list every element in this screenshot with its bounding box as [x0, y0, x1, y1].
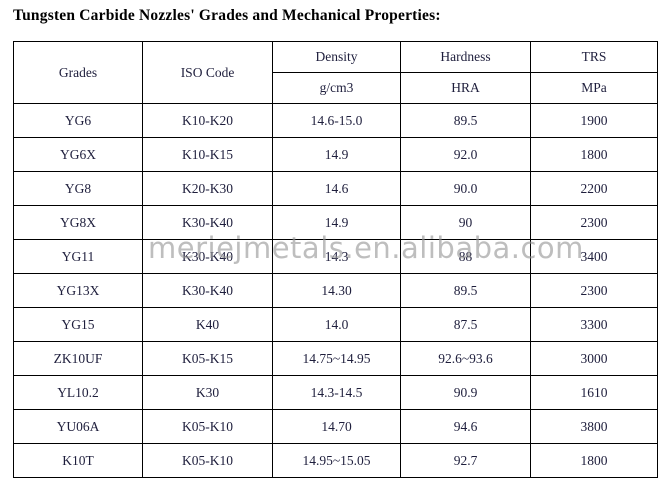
cell-hardness: 92.6~93.6 — [400, 341, 531, 376]
cell-density: 14.6 — [272, 171, 401, 206]
cell-iso: K05-K10 — [142, 409, 273, 444]
cell-trs: 3300 — [530, 307, 658, 342]
header-hardness-unit: HRA — [400, 72, 531, 104]
cell-trs: 2200 — [530, 171, 658, 206]
header-density-unit: g/cm3 — [272, 72, 401, 104]
cell-iso: K10-K20 — [142, 103, 273, 138]
cell-grade: YG8 — [13, 171, 143, 206]
header-trs: TRS — [530, 41, 658, 73]
cell-hardness: 89.5 — [400, 273, 531, 308]
cell-iso: K05-K10 — [142, 443, 273, 478]
header-hardness: Hardness — [400, 41, 531, 73]
table-body: YG6 K10-K20 14.6-15.0 89.5 1900 YG6X K10-K15 14… — [13, 103, 658, 478]
cell-hardness: 94.6 — [400, 409, 531, 444]
cell-hardness: 92.7 — [400, 443, 531, 478]
cell-density: 14.3-14.5 — [272, 375, 401, 410]
cell-grade: YG15 — [13, 307, 143, 342]
cell-trs: 1900 — [530, 103, 658, 138]
cell-iso: K30-K40 — [142, 239, 273, 274]
cell-hardness: 90.0 — [400, 171, 531, 206]
cell-trs: 2300 — [530, 205, 658, 240]
cell-density: 14.30 — [272, 273, 401, 308]
cell-iso: K30-K40 — [142, 205, 273, 240]
cell-hardness: 88 — [400, 239, 531, 274]
header-row-1: Grades ISO Code Density Hardness TRS — [13, 41, 658, 104]
cell-density: 14.3 — [272, 239, 401, 274]
cell-hardness: 87.5 — [400, 307, 531, 342]
table-header: Grades ISO Code Density Hardness TRS g/c… — [13, 41, 658, 104]
cell-grade: YL10.2 — [13, 375, 143, 410]
header-grades: Grades — [13, 41, 143, 104]
cell-density: 14.95~15.05 — [272, 443, 401, 478]
cell-density: 14.0 — [272, 307, 401, 342]
cell-trs: 3400 — [530, 239, 658, 274]
cell-grade: YG13X — [13, 273, 143, 308]
table-row: YG8 K20-K30 14.6 90.0 2200 — [13, 171, 658, 206]
cell-grade: YU06A — [13, 409, 143, 444]
cell-grade: YG8X — [13, 205, 143, 240]
page-title: Tungsten Carbide Nozzles' Grades and Mec… — [13, 7, 441, 24]
cell-hardness: 90.9 — [400, 375, 531, 410]
cell-grade: ZK10UF — [13, 341, 143, 376]
table-row: ZK10UF K05-K15 14.75~14.95 92.6~93.6 3000 — [13, 341, 658, 376]
cell-grade: K10T — [13, 443, 143, 478]
table-row: YG15 K40 14.0 87.5 3300 — [13, 307, 658, 342]
cell-iso: K10-K15 — [142, 137, 273, 172]
header-iso-code: ISO Code — [142, 41, 273, 104]
cell-iso: K05-K15 — [142, 341, 273, 376]
header-row-2: g/cm3 HRA MPa — [14, 72, 658, 104]
table-row: K10T K05-K10 14.95~15.05 92.7 1800 — [13, 443, 658, 478]
table-row: YU06A K05-K10 14.70 94.6 3800 — [13, 409, 658, 444]
cell-trs: 1800 — [530, 443, 658, 478]
cell-density: 14.6-15.0 — [272, 103, 401, 138]
cell-iso: K30 — [142, 375, 273, 410]
header-density: Density — [272, 41, 401, 73]
cell-trs: 1800 — [530, 137, 658, 172]
table-row: YL10.2 K30 14.3-14.5 90.9 1610 — [13, 375, 658, 410]
table-row: YG6 K10-K20 14.6-15.0 89.5 1900 — [13, 103, 658, 138]
table-row: YG6X K10-K15 14.9 92.0 1800 — [13, 137, 658, 172]
cell-trs: 2300 — [530, 273, 658, 308]
table-row: YG13X K30-K40 14.30 89.5 2300 — [13, 273, 658, 308]
cell-grade: YG6X — [13, 137, 143, 172]
cell-iso: K30-K40 — [142, 273, 273, 308]
cell-hardness: 89.5 — [400, 103, 531, 138]
properties-table: Grades ISO Code Density Hardness TRS g/c… — [13, 41, 658, 478]
cell-density: 14.75~14.95 — [272, 341, 401, 376]
table-row: YG11 K30-K40 14.3 88 3400 — [13, 239, 658, 274]
cell-iso: K40 — [142, 307, 273, 342]
cell-trs: 3000 — [530, 341, 658, 376]
cell-iso: K20-K30 — [142, 171, 273, 206]
header-trs-unit: MPa — [530, 72, 658, 104]
cell-hardness: 92.0 — [400, 137, 531, 172]
cell-trs: 1610 — [530, 375, 658, 410]
cell-trs: 3800 — [530, 409, 658, 444]
cell-density: 14.70 — [272, 409, 401, 444]
table-row: YG8X K30-K40 14.9 90 2300 — [13, 205, 658, 240]
cell-hardness: 90 — [400, 205, 531, 240]
cell-grade: YG6 — [13, 103, 143, 138]
cell-grade: YG11 — [13, 239, 143, 274]
cell-density: 14.9 — [272, 137, 401, 172]
cell-density: 14.9 — [272, 205, 401, 240]
